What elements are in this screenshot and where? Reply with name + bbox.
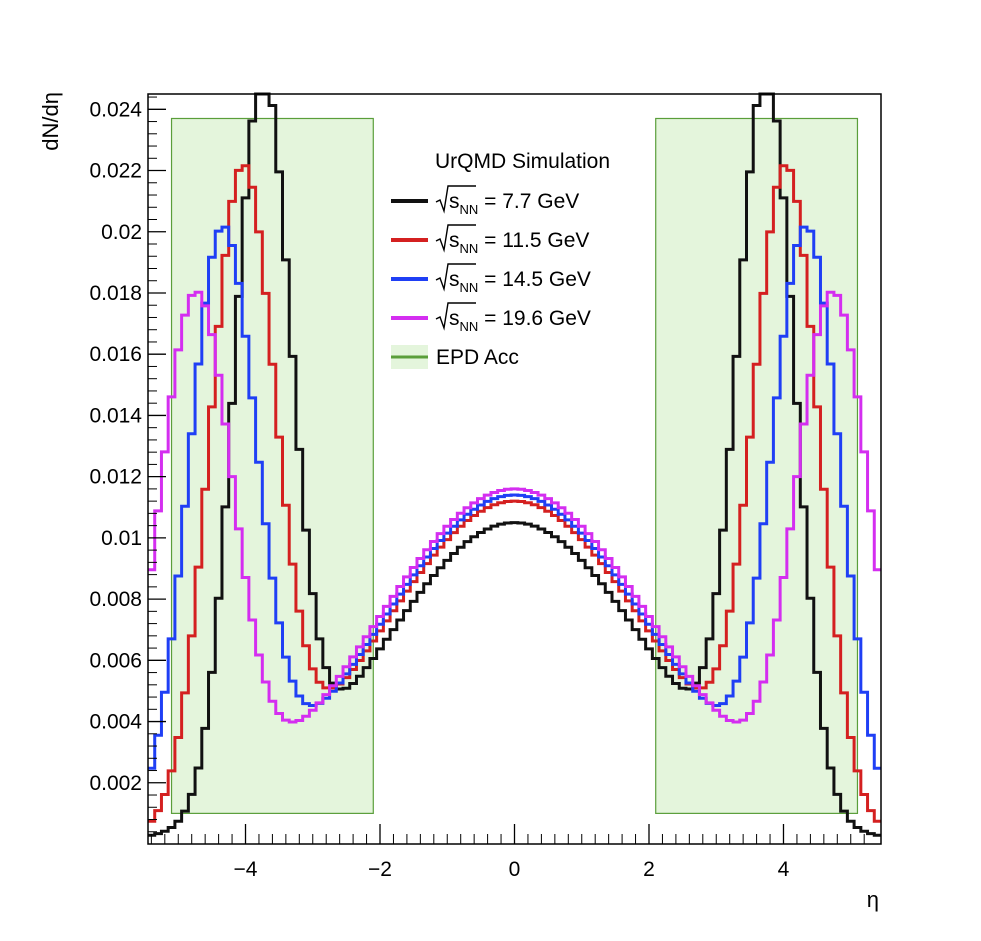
y-tick-label: 0.022 — [89, 160, 142, 183]
axes: 0.002 0.004 0.006 0.008 0.01 0.012 0.014 0.016 0… — [89, 96, 865, 881]
x-tick-label: 2 — [643, 858, 655, 881]
y-tick-label: 0.014 — [89, 404, 142, 427]
legend-label-3: sNN = 14.5 GeV — [449, 268, 591, 295]
x-tick-label: −2 — [368, 858, 392, 881]
sqrt-icon — [435, 263, 476, 292]
y-tick-label: 0.018 — [89, 282, 142, 305]
y-tick-label: 0.01 — [101, 527, 142, 550]
x-tick-label: 0 — [509, 858, 521, 881]
y-tick-label: 0.002 — [89, 772, 142, 795]
legend-label-1: sNN = 7.7 GeV — [449, 190, 579, 217]
series-layer — [148, 92, 881, 837]
sqrt-icon — [435, 302, 476, 331]
legend-header: UrQMD Simulation — [435, 150, 610, 173]
x-axis-title: η — [867, 887, 879, 912]
y-axis-title: dN/dη — [38, 92, 63, 151]
series-4-line — [148, 290, 881, 724]
y-tick-label: 0.004 — [89, 711, 142, 734]
y-tick-label: 0.02 — [101, 221, 142, 244]
x-tick-label: −4 — [234, 858, 258, 881]
x-tick-label: 4 — [778, 858, 790, 881]
sqrt-icon — [435, 185, 476, 214]
series-2-line — [148, 164, 881, 823]
y-tick-label: 0.012 — [89, 466, 142, 489]
acceptance-regions — [170, 117, 859, 814]
y-tick-label: 0.008 — [89, 588, 142, 611]
legend: UrQMD Simulation sNN = 7.7 GeV sNN = 11.5… — [391, 150, 610, 369]
acceptance-region-2 — [655, 117, 859, 814]
legend-label-epd: EPD Acc — [436, 346, 519, 369]
y-tick-label: 0.024 — [89, 98, 142, 121]
acceptance-region-1 — [170, 117, 374, 814]
legend-label-2: sNN = 11.5 GeV — [449, 229, 589, 256]
y-tick-label: 0.006 — [89, 649, 142, 672]
series-3-line — [148, 225, 881, 770]
sqrt-icon — [435, 224, 476, 253]
legend-label-4: sNN = 19.6 GeV — [449, 307, 591, 334]
series-1-line — [148, 92, 881, 837]
y-tick-label: 0.016 — [89, 343, 142, 366]
